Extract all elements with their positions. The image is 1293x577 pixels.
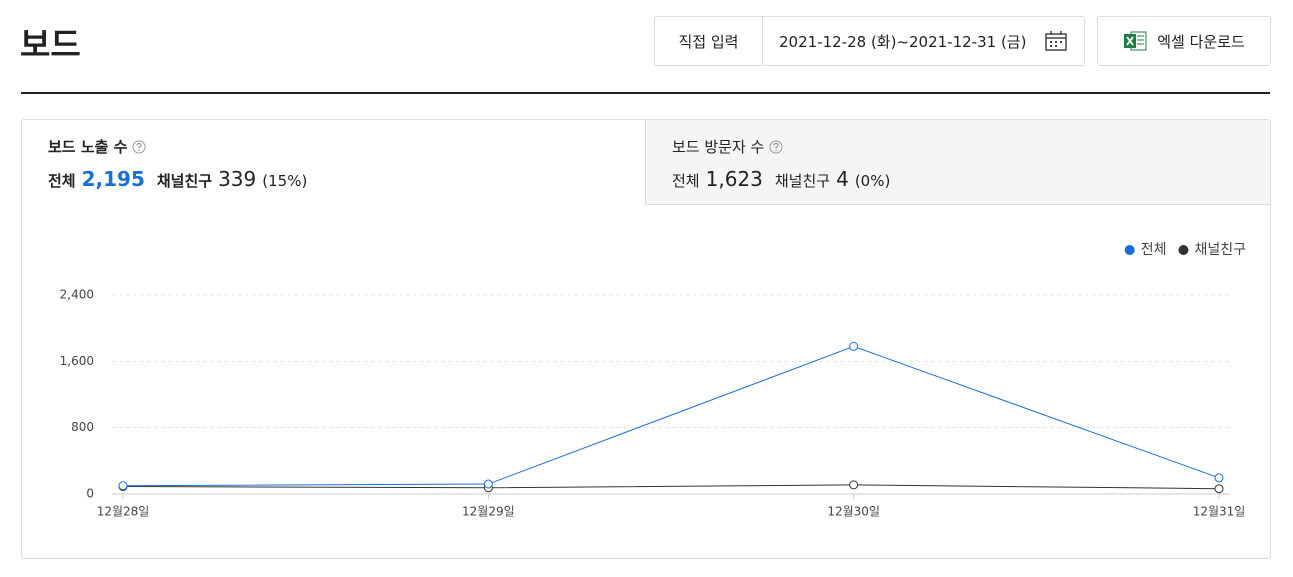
x-tick-label: 12월31일 bbox=[1193, 505, 1246, 519]
stat-value: 1,623 bbox=[705, 167, 763, 191]
stat-ratio: (15%) bbox=[262, 172, 308, 190]
data-point bbox=[118, 481, 128, 491]
data-point bbox=[1214, 484, 1224, 494]
tab[interactable]: 보드 노출 수 전체 2,195 채널친구 339 (15%) bbox=[22, 120, 645, 205]
data-point bbox=[849, 480, 859, 490]
divider bbox=[21, 92, 1270, 94]
legend-swatch bbox=[1124, 245, 1135, 255]
date-range[interactable]: 2021-12-28 (화)~2021-12-31 (금) bbox=[779, 32, 1027, 51]
tab-title[interactable]: 보드 방문자 수 bbox=[672, 138, 765, 156]
legend-swatch bbox=[1178, 245, 1189, 255]
tab[interactable]: 보드 방문자 수 전체 1,623 채널친구 4 (0%) bbox=[645, 120, 1270, 205]
stat-label: 전체 bbox=[48, 172, 76, 190]
x-tick-label: 12월30일 bbox=[827, 505, 880, 519]
stat-ratio: (0%) bbox=[854, 172, 891, 190]
excel-download-button[interactable]: 엑셀 다운로드 bbox=[1097, 16, 1271, 66]
y-tick-label: 0 bbox=[86, 487, 94, 501]
series-line bbox=[122, 345, 1220, 487]
legend-label: 전체 bbox=[1141, 242, 1167, 258]
page-title: 보드 bbox=[20, 25, 81, 64]
y-tick-label: 1,600 bbox=[60, 354, 94, 368]
data-point bbox=[483, 479, 493, 489]
stat-value: 4 bbox=[836, 167, 849, 191]
date-picker[interactable]: 직접 입력 2021-12-28 (화)~2021-12-31 (금) bbox=[654, 16, 1085, 66]
help-icon[interactable] bbox=[132, 140, 146, 154]
stat-label: 채널친구 bbox=[156, 172, 213, 190]
button-label[interactable]: 엑셀 다운로드 bbox=[1157, 32, 1245, 51]
x-tick-label: 12월29일 bbox=[462, 505, 515, 519]
series-line bbox=[122, 484, 1220, 490]
y-tick-label: 800 bbox=[71, 420, 94, 434]
tab-title[interactable]: 보드 노출 수 bbox=[48, 138, 128, 156]
help-icon[interactable] bbox=[769, 140, 783, 154]
calendar-icon[interactable] bbox=[1044, 30, 1068, 52]
x-tick-label: 12월28일 bbox=[97, 505, 150, 519]
stat-value: 339 bbox=[218, 167, 257, 191]
stats-panel bbox=[21, 119, 1271, 559]
legend-label: 채널친구 bbox=[1194, 242, 1246, 258]
data-point bbox=[849, 341, 859, 351]
y-tick-label: 2,400 bbox=[60, 288, 94, 302]
data-point bbox=[1214, 473, 1224, 483]
date-mode[interactable]: 직접 입력 bbox=[655, 17, 763, 65]
excel-icon bbox=[1124, 31, 1147, 51]
stat-value: 2,195 bbox=[81, 167, 145, 191]
stat-label: 전체 bbox=[672, 172, 700, 190]
stat-label: 채널친구 bbox=[774, 172, 831, 190]
